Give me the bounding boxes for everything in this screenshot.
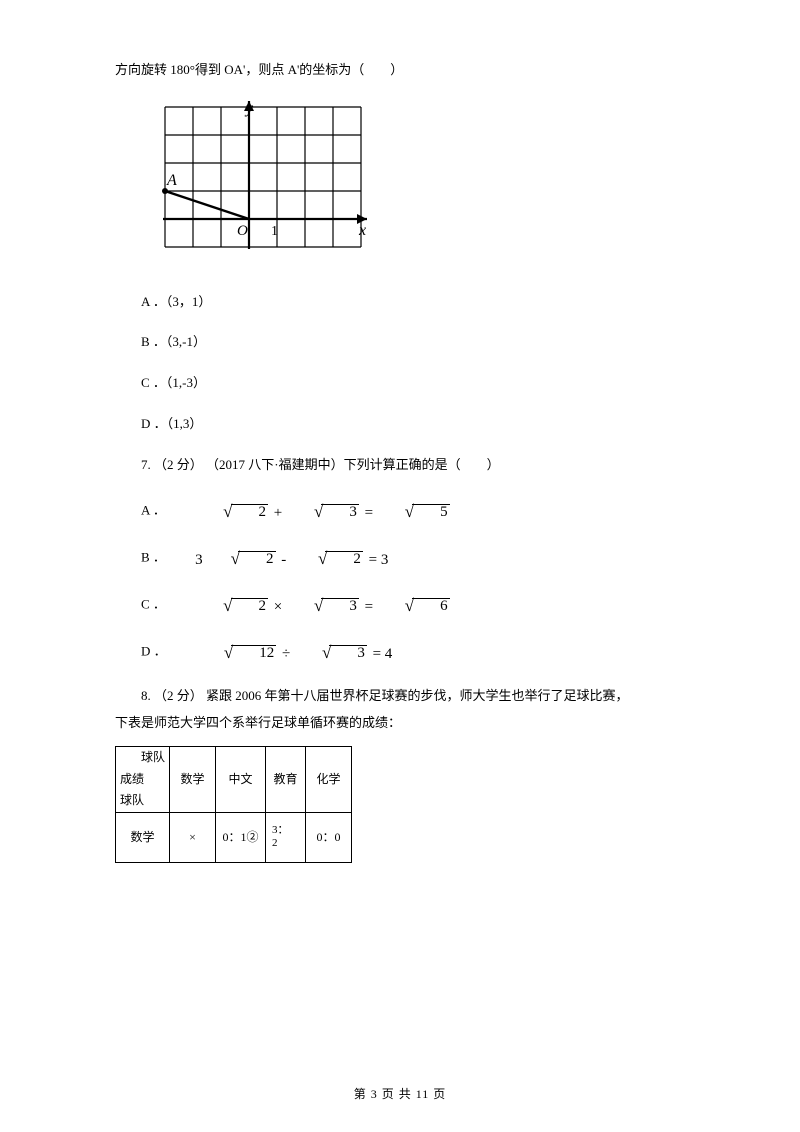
q7-b-prefix: B ． — [141, 549, 166, 564]
table-cell: 0：0 — [306, 812, 352, 862]
svg-text:y: y — [244, 100, 254, 117]
q7-d-formula: √12 ÷ √3 = 4 — [170, 639, 392, 666]
svg-text:x: x — [358, 222, 366, 239]
q6-option-c: C ．（1,-3） — [115, 373, 685, 394]
q6-stem: 方向旋转 180°得到 OA'，则点 A'的坐标为（ ） — [115, 60, 685, 81]
q7-option-a: A ． √2 + √3 = √5 — [115, 498, 685, 525]
table-header-col: 化学 — [306, 746, 352, 812]
q6-option-d: D ．（1,3） — [115, 414, 685, 435]
table-cell: 3：2 — [266, 812, 306, 862]
q7-c-formula: √2 × √3 = √6 — [169, 592, 451, 619]
q7-option-d: D ． √12 ÷ √3 = 4 — [115, 639, 685, 666]
table-cell: 0：1② — [216, 812, 266, 862]
svg-text:1: 1 — [271, 224, 278, 239]
svg-text:A: A — [166, 172, 177, 189]
svg-text:O: O — [237, 223, 248, 239]
q8-table: 球队成绩球队数学中文教育化学数学×0：1②3：20：0 — [115, 746, 352, 863]
q6-graph: Ay x O 1 — [157, 99, 685, 276]
q7-a-prefix: A ． — [141, 502, 166, 517]
page-footer: 第 3 页 共 11 页 — [0, 1085, 800, 1104]
q6-option-a: A ．（3，1） — [115, 292, 685, 313]
table-header-diag: 球队成绩球队 — [116, 746, 170, 812]
q8-stem-line1: 8. （2 分） 紧跟 2006 年第十八届世界杯足球赛的步伐，师大学生也举行了… — [115, 686, 685, 707]
q7-c-prefix: C ． — [141, 597, 166, 612]
q7-d-prefix: D ． — [141, 644, 167, 659]
q7-stem: 7. （2 分） （2017 八下·福建期中）下列计算正确的是（ ） — [115, 455, 685, 476]
table-cell: × — [170, 812, 216, 862]
q7-b-formula: 3√2 - √2 = 3 — [169, 545, 388, 572]
table-header-col: 教育 — [266, 746, 306, 812]
table-header-col: 中文 — [216, 746, 266, 812]
q7-option-c: C ． √2 × √3 = √6 — [115, 592, 685, 619]
table-header-col: 数学 — [170, 746, 216, 812]
q7-option-b: B ． 3√2 - √2 = 3 — [115, 545, 685, 572]
q8-stem-line2: 下表是师范大学四个系举行足球单循环赛的成绩： — [115, 713, 685, 734]
q6-option-b: B ．（3,-1） — [115, 332, 685, 353]
q7-a-formula: √2 + √3 = √5 — [169, 498, 451, 525]
table-row-label: 数学 — [116, 812, 170, 862]
